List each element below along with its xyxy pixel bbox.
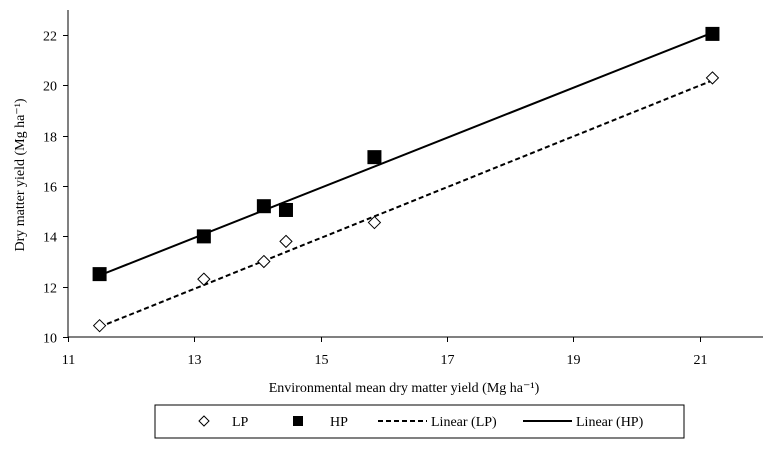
x-tick-label: 19 [567, 353, 581, 368]
trendlines-layer [99, 31, 713, 328]
y-tick-label: 20 [43, 80, 57, 95]
x-tick-label: 21 [694, 353, 708, 368]
x-tick-label: 11 [62, 353, 75, 368]
hp-point [705, 26, 720, 41]
trendline-hp [99, 31, 713, 277]
x-tick-label: 15 [315, 353, 329, 368]
hp-point [367, 150, 382, 165]
y-tick-label: 12 [43, 282, 57, 297]
hp-point [256, 199, 271, 214]
points-layer [92, 26, 720, 333]
hp-point [196, 229, 211, 244]
lp-point [279, 234, 293, 249]
y-axis-title: Dry matter yield (Mg ha⁻¹) [13, 98, 28, 251]
lp-point [92, 318, 107, 333]
hp-point [278, 202, 293, 217]
x-tick-label: 13 [188, 353, 202, 368]
legend: LP HP Linear (LP) Linear (HP) [154, 404, 685, 439]
y-tick-label: 18 [43, 131, 57, 146]
y-tick-label: 16 [43, 181, 57, 196]
x-axis-title: Environmental mean dry matter yield (Mg … [269, 381, 540, 396]
hp-point [92, 267, 107, 282]
lp-point [705, 71, 720, 85]
legend-lp-label: LP [232, 415, 249, 430]
legend-hp-label: HP [330, 415, 348, 430]
axes-layer: 11 13 15 17 19 21 10 12 14 16 18 20 22 [43, 10, 763, 368]
y-tick-label: 14 [43, 231, 57, 246]
lp-point [257, 254, 271, 269]
lp-point [197, 272, 211, 286]
x-tick-label: 17 [441, 353, 455, 368]
y-tick-label: 10 [43, 332, 57, 347]
trendline-lp [99, 79, 713, 328]
legend-linear-hp-label: Linear (HP) [576, 415, 644, 430]
y-tick-label: 22 [43, 30, 57, 45]
legend-linear-lp-label: Linear (LP) [431, 415, 497, 430]
legend-hp-symbol [293, 416, 303, 426]
legend-lp-symbol [198, 415, 210, 427]
lp-point [367, 215, 382, 230]
